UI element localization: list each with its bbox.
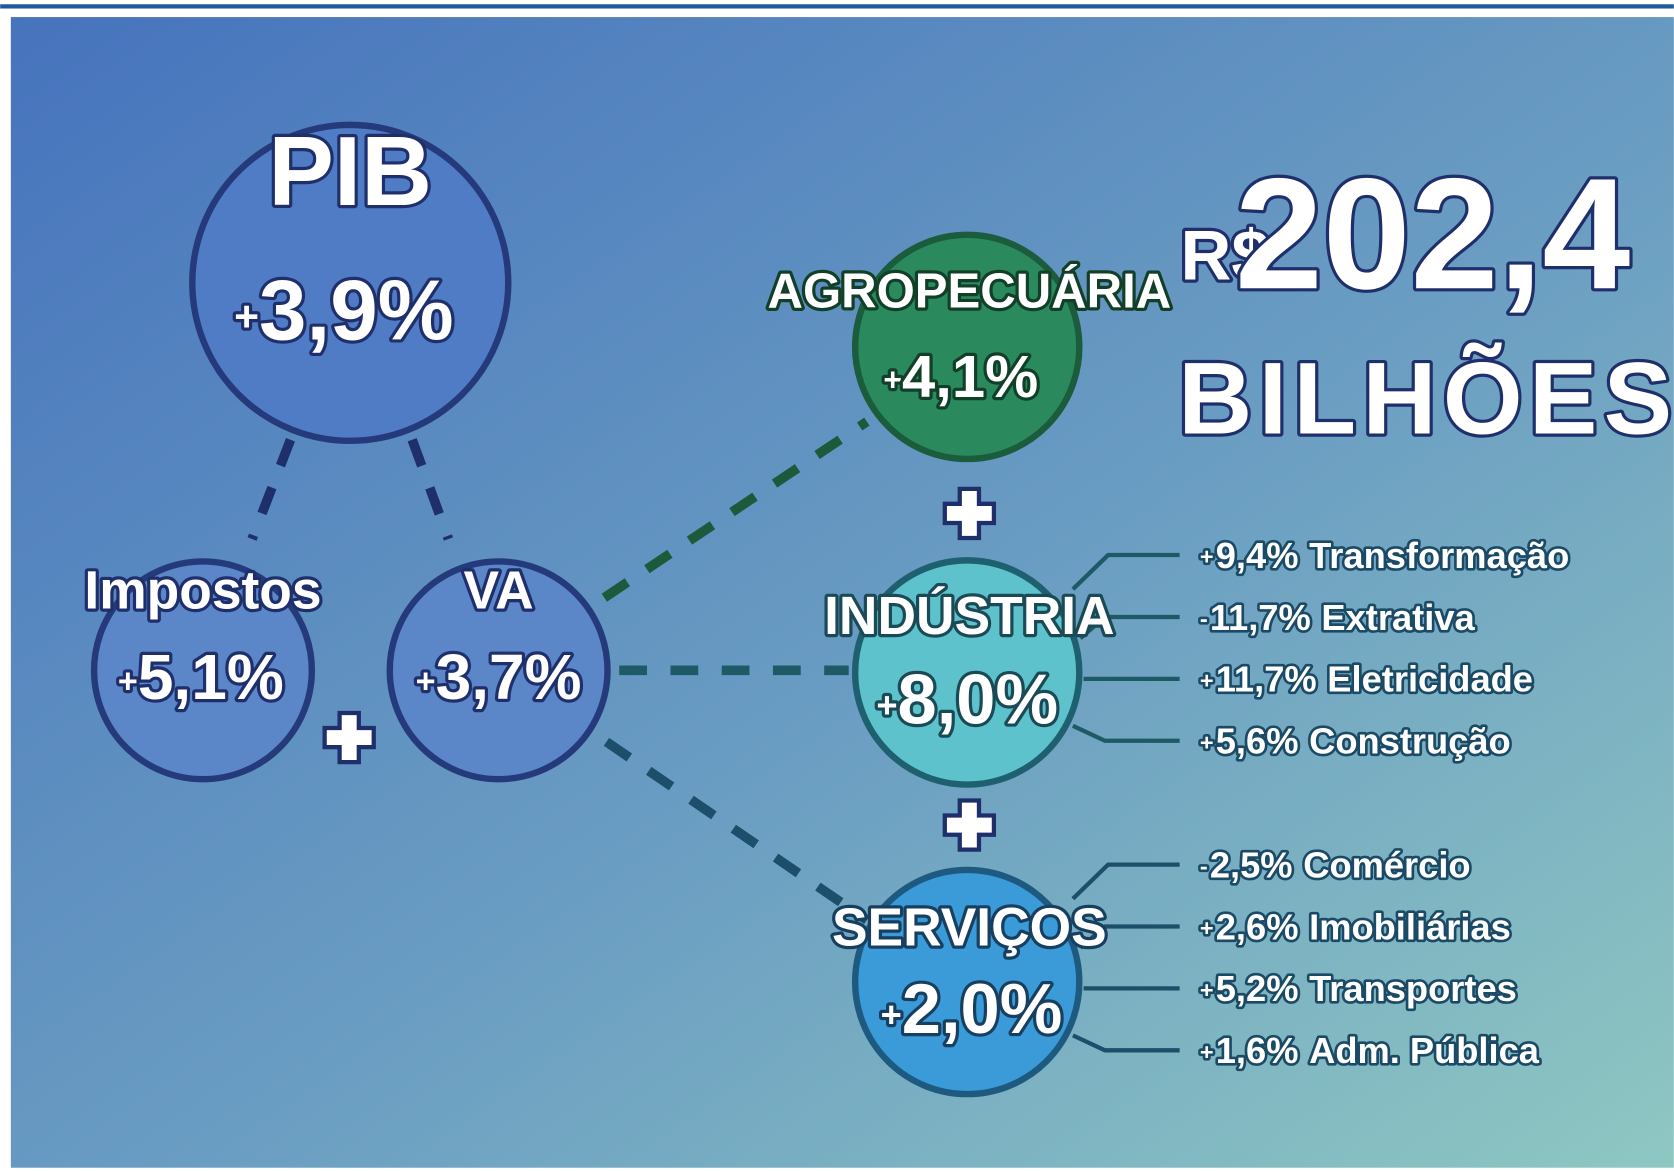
sub-item: +5,2% Transportes — [1200, 968, 1517, 1009]
sign: + — [876, 684, 897, 725]
value: 11,7% — [1216, 659, 1317, 700]
va-label: VA — [464, 561, 534, 620]
sub-items: +9,4% Transformação-11,7% Extrativa+11,7% E… — [1197, 532, 1572, 1074]
sub-item: +5,6% Construção — [1200, 721, 1511, 762]
plus — [942, 798, 997, 852]
va-circle — [386, 558, 611, 783]
sign: + — [1200, 915, 1214, 941]
agro-value: +4,1% — [883, 343, 1038, 410]
value: 8,0% — [898, 660, 1059, 739]
impostos-value: +5,1% — [118, 641, 284, 713]
sub-item: +11,7% Eletricidade — [1200, 659, 1533, 700]
industry-value: +8,0% — [876, 660, 1058, 739]
sub-item: +9,4% Transformação — [1200, 535, 1569, 576]
total-currency: R$ — [1181, 216, 1271, 295]
name: Eletricidade — [1327, 659, 1533, 700]
impostos-circle — [90, 558, 316, 783]
sign: - — [1200, 606, 1208, 632]
industry-circle — [851, 557, 1083, 788]
services-connectors — [1071, 862, 1180, 1053]
value: 2,6% — [1216, 906, 1299, 947]
value: 5,2% — [1216, 968, 1299, 1009]
link — [603, 737, 870, 925]
sign: + — [118, 663, 138, 701]
name: Imobiliárias — [1309, 906, 1511, 947]
name: Adm. Pública — [1309, 1030, 1540, 1071]
name: Transportes — [1309, 968, 1517, 1009]
pib-value: +3,9% — [234, 263, 454, 358]
name: Construção — [1309, 721, 1511, 762]
link — [601, 417, 870, 602]
value: 3,9% — [259, 263, 454, 358]
link — [407, 438, 453, 541]
sign: + — [1200, 1039, 1214, 1065]
value: 2,5% — [1210, 844, 1293, 885]
sub-item: -11,7% Extrativa — [1200, 597, 1476, 638]
top-rule — [0, 4, 1674, 9]
pib-label: PIB — [268, 116, 432, 226]
agro-circle — [851, 231, 1083, 463]
name: Extrativa — [1321, 597, 1475, 638]
link — [247, 438, 295, 541]
value: 4,1% — [902, 343, 1038, 410]
sign: + — [416, 663, 436, 701]
total-unit: BILHÕES — [1178, 340, 1674, 455]
sign: + — [234, 293, 259, 341]
services-value: +2,0% — [881, 969, 1063, 1048]
plus — [942, 486, 997, 541]
connectors — [1071, 552, 1180, 1053]
services-circle — [851, 866, 1083, 1098]
industry-label: INDÚSTRIA — [824, 586, 1115, 646]
sub-item: +1,6% Adm. Pública — [1200, 1030, 1540, 1071]
value: 5,1% — [138, 641, 284, 713]
agro-label: AGROPECUÁRIA — [768, 262, 1172, 318]
services-label: SERVIÇOS — [832, 899, 1107, 958]
sign: + — [1200, 729, 1214, 755]
value: 5,6% — [1216, 721, 1299, 762]
sign: + — [881, 994, 902, 1035]
sign: + — [1200, 667, 1214, 693]
dashed-links — [247, 417, 870, 925]
impostos-label: Impostos — [84, 561, 321, 620]
sign: + — [1200, 544, 1214, 570]
name: Transformação — [1309, 535, 1569, 576]
sign: + — [1200, 977, 1214, 1003]
pib-circle — [189, 121, 512, 445]
value: 1,6% — [1216, 1030, 1299, 1071]
value: 11,7% — [1210, 597, 1311, 638]
value: 3,7% — [436, 641, 582, 713]
value: 9,4% — [1216, 535, 1299, 576]
plus-signs — [322, 486, 997, 852]
sub-item: +2,6% Imobiliárias — [1200, 906, 1511, 947]
name: Comércio — [1303, 844, 1470, 885]
value: 2,0% — [902, 969, 1063, 1048]
va-value: +3,7% — [416, 641, 582, 713]
total-value: 202,4 — [1235, 146, 1630, 322]
sign: - — [1200, 853, 1208, 879]
sign: + — [883, 362, 902, 398]
industry-connectors — [1071, 552, 1180, 743]
plus — [322, 710, 376, 765]
sub-item: -2,5% Comércio — [1200, 844, 1471, 885]
